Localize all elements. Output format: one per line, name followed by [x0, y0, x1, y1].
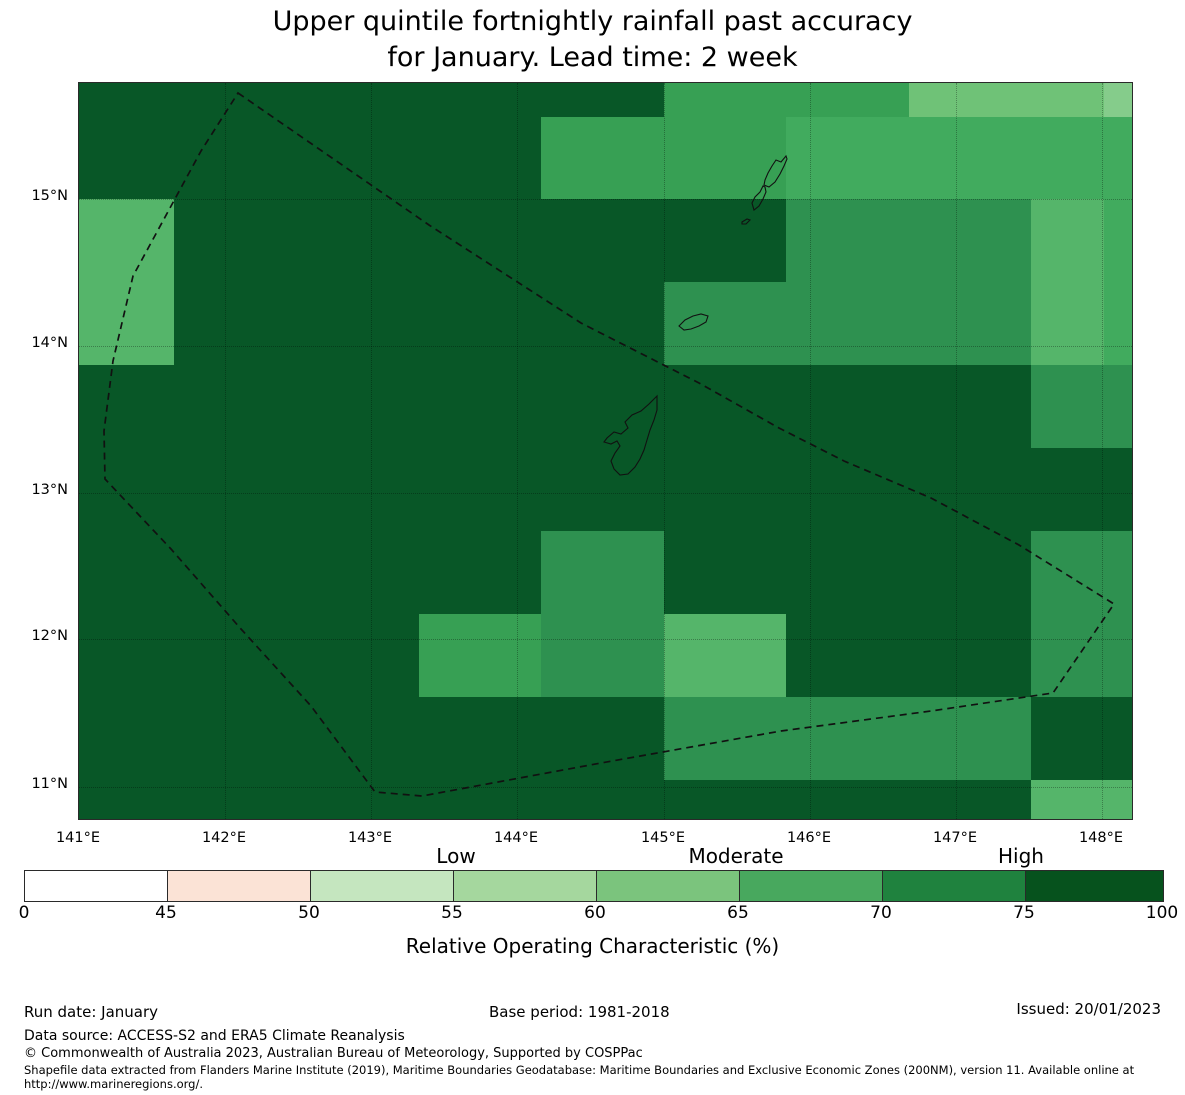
map-plot [78, 82, 1133, 820]
roc-cell [1031, 780, 1132, 819]
gridline-horizontal [79, 493, 1132, 494]
island-outline-rota [678, 313, 709, 331]
x-tick-label: 148°E [1078, 830, 1124, 846]
gridline-horizontal [79, 787, 1132, 788]
roc-cell [1031, 531, 1132, 697]
colorbar-category-low: Low [436, 844, 476, 868]
island-outline-guam [603, 394, 658, 476]
roc-cell [786, 117, 1132, 199]
x-tick-label: 146°E [786, 830, 832, 846]
run-date-text: Run date: January [24, 1003, 159, 1021]
x-tick-label: 144°E [493, 830, 539, 846]
colorbar-segment-50-55 [310, 871, 453, 901]
colorbar-tick-label: 0 [18, 903, 30, 923]
roc-cell [1104, 199, 1132, 365]
map-overlay-svg [103, 91, 1116, 797]
colorbar-segment-65-70 [739, 871, 882, 901]
colorbar-segment-45-50 [167, 871, 310, 901]
gridline-horizontal [79, 199, 1132, 200]
island-outline-tinian [751, 185, 767, 211]
colorbar-category-moderate: Moderate [688, 844, 784, 868]
roc-cell [541, 531, 664, 697]
gridline-vertical [810, 83, 811, 819]
roc-cell [664, 83, 909, 117]
roc-cell [1104, 83, 1132, 117]
colorbar-segment-55-60 [453, 871, 596, 901]
colorbar-tick-label: 45 [155, 903, 177, 923]
gridline-vertical [664, 83, 665, 819]
island-outline-saipan [763, 154, 788, 188]
y-tick-label: 15°N [31, 188, 68, 204]
y-tick-label: 14°N [31, 335, 68, 351]
x-tick-label: 142°E [201, 830, 247, 846]
gridline-vertical [517, 83, 518, 819]
gridline-horizontal [79, 639, 1132, 640]
colorbar-tick-label: 100 [1145, 903, 1179, 923]
roc-cell [664, 697, 1031, 780]
base-period-text: Base period: 1981-2018 [489, 1003, 670, 1021]
x-tick-label: 141°E [55, 830, 101, 846]
data-source-text: Data source: ACCESS-S2 and ERA5 Climate … [24, 1028, 405, 1044]
issued-date-text: Issued: 20/01/2023 [1016, 1000, 1161, 1018]
colorbar-axis-label: Relative Operating Characteristic (%) [405, 934, 780, 958]
shapefile-note-text: Shapefile data extracted from Flanders M… [24, 1063, 1135, 1091]
x-tick-label: 147°E [932, 830, 978, 846]
gridline-horizontal [79, 346, 1132, 347]
roc-cell [786, 199, 1031, 365]
copyright-text: © Commonwealth of Australia 2023, Austra… [24, 1046, 643, 1061]
roc-cell [1031, 199, 1104, 365]
roc-cell [541, 117, 786, 199]
x-tick-label: 145°E [640, 830, 686, 846]
roc-cell [1031, 365, 1132, 448]
chart-title-line2: for January. Lead time: 2 week [387, 42, 798, 73]
roc-cell [909, 83, 1104, 117]
colorbar-tick-label: 60 [584, 903, 606, 923]
x-tick-label: 143°E [347, 830, 393, 846]
colorbar-tick-label: 70 [870, 903, 892, 923]
y-tick-label: 12°N [31, 628, 68, 644]
island-outline-aguijan [741, 218, 752, 225]
colorbar-tick-label: 65 [727, 903, 749, 923]
colorbar-segment-75-100 [1025, 871, 1163, 901]
y-tick-label: 13°N [31, 482, 68, 498]
roc-cell [419, 614, 541, 697]
gridline-vertical [371, 83, 372, 819]
colorbar-segment-70-75 [882, 871, 1025, 901]
roc-cell [664, 282, 786, 365]
eez-boundary-line [103, 91, 1116, 797]
colorbar [24, 870, 1164, 902]
colorbar-tick-label: 50 [298, 903, 320, 923]
y-tick-label: 11°N [31, 776, 68, 792]
roc-cell [664, 614, 786, 697]
gridline-vertical [956, 83, 957, 819]
chart-title-line1: Upper quintile fortnightly rainfall past… [272, 6, 913, 37]
roc-cell [79, 199, 174, 365]
gridline-vertical [1102, 83, 1103, 819]
gridline-vertical [225, 83, 226, 819]
colorbar-segment-60-65 [596, 871, 739, 901]
colorbar-category-high: High [998, 844, 1044, 868]
colorbar-segment-0-45 [25, 871, 167, 901]
colorbar-tick-label: 55 [441, 903, 463, 923]
colorbar-tick-label: 75 [1013, 903, 1035, 923]
